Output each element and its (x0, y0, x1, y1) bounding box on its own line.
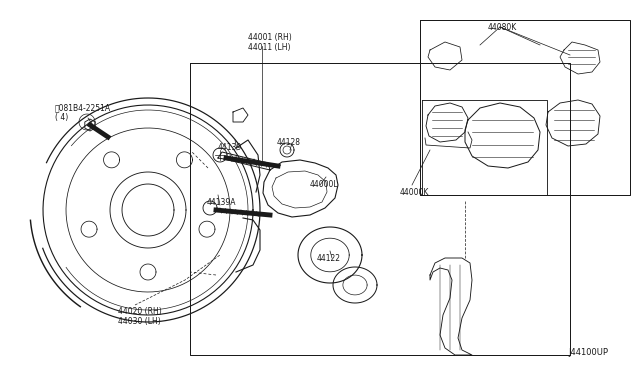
Text: 44000K: 44000K (400, 188, 429, 197)
Text: 44020 (RH)
44030 (LH): 44020 (RH) 44030 (LH) (118, 307, 162, 326)
Text: J44100UP: J44100UP (568, 348, 608, 357)
Text: Ⓐ081B4-2251A
( 4): Ⓐ081B4-2251A ( 4) (55, 103, 111, 122)
Text: 44122: 44122 (317, 254, 341, 263)
Text: 44000L: 44000L (310, 180, 339, 189)
Text: 44128: 44128 (277, 138, 301, 147)
Text: 44080K: 44080K (488, 23, 517, 32)
Text: 44139A: 44139A (207, 198, 237, 207)
Text: 44139: 44139 (218, 143, 243, 152)
Text: 44001 (RH)
44011 (LH): 44001 (RH) 44011 (LH) (248, 33, 292, 52)
